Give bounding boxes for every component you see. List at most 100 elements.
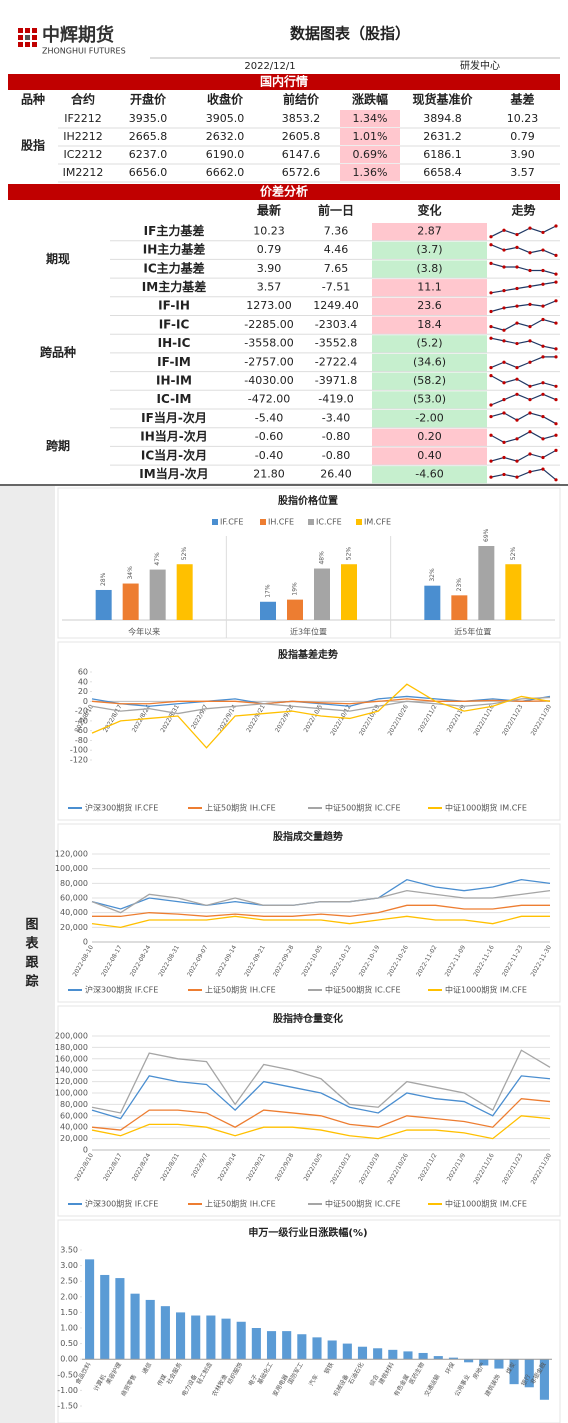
cell: 2665.8 [129,130,168,143]
bar [478,546,495,620]
bar [451,595,468,620]
sparkline-dot [528,251,532,255]
sparkline-dot [515,366,519,370]
cell: 0.79 [510,130,535,143]
sparkline [490,431,557,444]
y-tick-label: -80 [75,736,88,745]
sparkline-dot [541,268,545,273]
sparkline [490,393,557,406]
chart-frame [57,1219,561,1423]
sparkline-dot [502,440,506,444]
bar [433,1356,443,1360]
bar [100,1274,110,1360]
dept: 研发中心 [460,59,500,72]
y-tick-label: 3.50 [60,1246,78,1255]
y-tick-label: 0.00 [60,1355,78,1364]
change-cell [372,279,487,297]
sparkline-dot [515,437,519,441]
sparkline-dot [489,325,493,329]
sparkline-dot [515,304,519,308]
chart-title: 股指成交量趋势 [273,830,343,843]
sparkline-dot [502,398,506,402]
cell: 6237.0 [129,148,168,161]
sparkline-dot [515,459,519,463]
y-tick-label: 2.50 [60,1277,78,1286]
change-cell [372,241,487,260]
chart-frame [57,487,561,639]
y-tick-label: 20 [78,687,88,696]
sparkline-dot [502,289,506,293]
cell: -3.40 [322,411,350,424]
sparkline-dot [528,302,532,306]
side-label: 图表跟踪 [23,917,40,993]
bar [287,599,303,620]
cell: -0.80 [322,449,350,462]
date: 2022/12/1 [244,61,295,72]
sparkline-dot [515,392,519,396]
sparkline-dot [554,272,558,276]
sparkline-dot [502,381,506,385]
bar [266,1331,277,1360]
page-title: 数据图表（股指） [290,25,410,43]
sparkline-dot [528,452,532,456]
cell: 6190.0 [206,148,245,161]
cell: 3905.0 [206,112,245,125]
bar [464,1359,474,1363]
sparkline-dot [489,414,493,419]
cell: 18.4 [417,318,442,331]
cell: 0.20 [417,430,442,443]
sparkline-dot [489,433,493,437]
sparkline-dot [489,374,493,378]
section-title: 国内行情 [260,74,308,89]
chart-title: 申万一级行业日涨跌幅(%) [248,1226,367,1239]
logo: 中辉期货 ZHONGHUI FUTURES [18,24,126,56]
legend-label: 沪深300期货 IF.CFE [85,985,158,995]
sparkline [490,262,557,275]
value-label: 52% [181,547,188,561]
cell: -2.00 [415,411,443,424]
y-tick-label: 1.50 [60,1308,78,1317]
cell: -4.60 [415,467,443,480]
group-label: 跨品种 [40,344,76,359]
row-name: IH主力基差 [143,242,206,257]
series-line [91,683,551,749]
y-tick-label: 80,000 [60,1100,88,1109]
legend-label: 沪深300期货 IF.CFE [85,803,158,813]
bar [494,1359,504,1369]
cell: 11.1 [417,280,442,293]
cell: -4030.00 [244,374,293,387]
change-cell [372,372,487,391]
group-label: 期现 [46,251,70,266]
sparkline-dot [528,470,532,474]
sparkline-dot [554,448,558,452]
sparkline-dot [502,265,506,269]
y-tick-label: -40 [75,716,88,725]
cell: 2.87 [417,224,442,237]
sparkline-dot [489,366,493,370]
sparkline-dot [489,475,493,479]
group-label: 跨期 [46,438,70,453]
sparkline-dot [502,328,506,332]
cell: -7.51 [322,280,350,293]
series-line [91,915,550,928]
bar [312,1337,322,1360]
series-line [91,1098,551,1131]
bar [342,1343,352,1360]
cell: 6662.0 [206,166,245,179]
legend-label: 中证1000期货 IM.CFE [445,985,527,995]
y-tick-label: 0 [83,1146,88,1155]
legend-label: 中证500期货 IC.CFE [325,985,401,995]
cell: 3.90 [510,148,535,161]
y-tick-label: 20,000 [60,923,88,932]
cell: -0.40 [255,449,283,462]
series-line [91,1115,551,1140]
legend-label: 中证1000期货 IM.CFE [445,803,527,813]
y-tick-label: 200,000 [55,1032,88,1041]
row-name: IH当月-次月 [140,429,208,444]
bar [448,1357,458,1360]
cell: 2631.2 [423,130,462,143]
change-cell [340,164,400,181]
bar [403,1351,413,1360]
y-tick-label: 80,000 [60,879,88,888]
bar [297,1334,307,1360]
